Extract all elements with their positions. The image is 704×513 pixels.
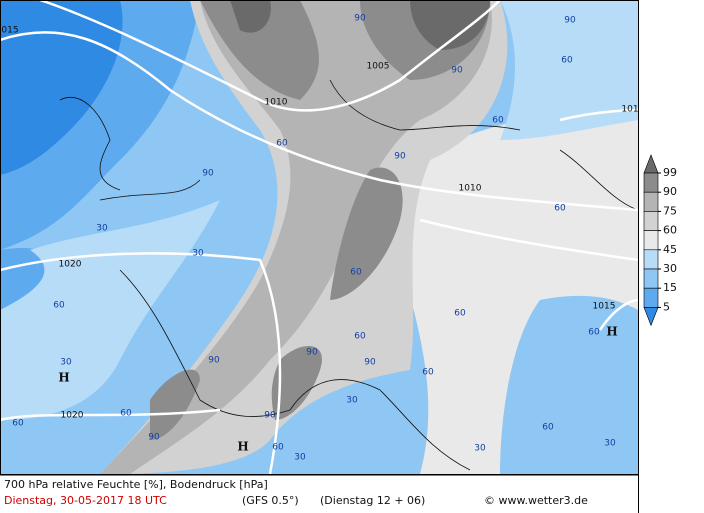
humidity-label: 90 bbox=[264, 411, 276, 421]
humidity-label: 30 bbox=[346, 396, 358, 406]
high-pressure-marker: H bbox=[237, 440, 248, 454]
humidity-label: 30 bbox=[60, 358, 72, 368]
legend-color bbox=[643, 249, 659, 270]
humidity-field bbox=[0, 0, 123, 175]
humidity-label: 60 bbox=[561, 56, 573, 66]
humidity-label: 60 bbox=[422, 368, 434, 378]
legend-label: 30 bbox=[663, 262, 677, 275]
humidity-label: 60 bbox=[53, 301, 65, 311]
high-pressure-marker: H bbox=[58, 371, 69, 385]
humidity-label: 60 bbox=[492, 116, 504, 126]
humidity-label: 30 bbox=[192, 249, 204, 259]
humidity-label: 90 bbox=[354, 14, 366, 24]
isobar-label: 1005 bbox=[367, 62, 390, 72]
humidity-label: 90 bbox=[451, 66, 463, 76]
isobar-label: 1020 bbox=[61, 411, 84, 421]
humidity-field bbox=[100, 0, 492, 474]
legend-label: 90 bbox=[663, 185, 677, 198]
humidity-label: 60 bbox=[272, 443, 284, 453]
humidity-label: 60 bbox=[454, 309, 466, 319]
humidity-label: 30 bbox=[96, 224, 108, 234]
humidity-label: 60 bbox=[276, 139, 288, 149]
isobar bbox=[419, 108, 638, 331]
isobar bbox=[0, 31, 638, 212]
map: 015 1005 1010 1010 1020 1020 1015 101 H … bbox=[0, 0, 639, 475]
legend-color bbox=[643, 307, 659, 327]
humidity-field bbox=[500, 0, 638, 140]
humidity-label: 30 bbox=[474, 444, 486, 454]
legend-label: 5 bbox=[663, 300, 670, 313]
footer-model: (GFS 0.5°) bbox=[242, 494, 299, 507]
coastline bbox=[59, 79, 638, 471]
humidity-field bbox=[500, 295, 638, 474]
isobar-label: 015 bbox=[1, 26, 18, 36]
humidity-label: 90 bbox=[208, 356, 220, 366]
humidity-label: 60 bbox=[120, 409, 132, 419]
humidity-label: 90 bbox=[364, 358, 376, 368]
humidity-label: 30 bbox=[604, 439, 616, 449]
humidity-field bbox=[0, 200, 220, 420]
humidity-label: 60 bbox=[354, 332, 366, 342]
humidity-label: 90 bbox=[564, 16, 576, 26]
isobar bbox=[39, 0, 501, 112]
legend-color bbox=[643, 230, 659, 251]
legend-label: 60 bbox=[663, 224, 677, 237]
isobar-label: 1010 bbox=[265, 98, 288, 108]
footer-credit: © www.wetter3.de bbox=[484, 494, 588, 507]
humidity-label: 90 bbox=[306, 348, 318, 358]
legend-color bbox=[643, 211, 659, 231]
high-pressure-marker: H bbox=[606, 325, 617, 339]
footer-title: 700 hPa relative Feuchte [%], Bodendruck… bbox=[4, 478, 268, 491]
legend-color bbox=[643, 172, 659, 193]
legend: 99 90 75 60 45 30 15 5 bbox=[643, 154, 677, 327]
isobar-label: 101 bbox=[621, 105, 638, 115]
legend-color bbox=[643, 191, 659, 212]
isobar bbox=[0, 252, 282, 474]
footer-run: (Dienstag 12 + 06) bbox=[320, 494, 425, 507]
humidity-label: 60 bbox=[554, 204, 566, 214]
humidity-label: 60 bbox=[588, 328, 600, 338]
humidity-label: 60 bbox=[350, 268, 362, 278]
footer-date: Dienstag, 30-05-2017 18 UTC bbox=[4, 494, 167, 507]
isobar bbox=[0, 408, 221, 422]
humidity-label: 90 bbox=[202, 169, 214, 179]
humidity-label: 90 bbox=[148, 433, 160, 443]
humidity-label: 60 bbox=[12, 419, 24, 429]
legend-label: 99 bbox=[663, 166, 677, 179]
humidity-label: 30 bbox=[294, 453, 306, 463]
legend-color bbox=[643, 268, 659, 289]
isobar-label: 1020 bbox=[59, 260, 82, 270]
legend-label: 15 bbox=[663, 281, 677, 294]
legend-label: 75 bbox=[663, 204, 677, 217]
isobar-label: 1010 bbox=[459, 184, 482, 194]
humidity-label: 90 bbox=[394, 152, 406, 162]
isobar-label: 1015 bbox=[593, 302, 616, 312]
humidity-label: 60 bbox=[542, 423, 554, 433]
legend-color bbox=[643, 287, 659, 308]
humidity-field bbox=[230, 0, 490, 50]
legend-label: 45 bbox=[663, 243, 677, 256]
